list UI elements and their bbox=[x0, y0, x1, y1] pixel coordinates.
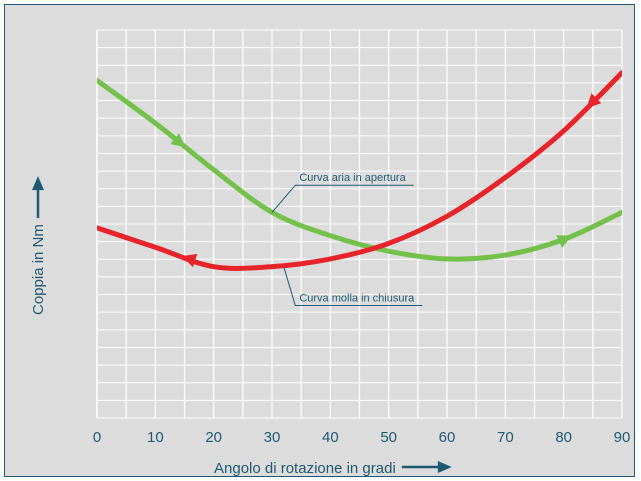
annotation-leader-1 bbox=[283, 266, 423, 306]
series-arrow-1-0 bbox=[181, 253, 198, 268]
x-tick-label: 30 bbox=[264, 429, 281, 446]
annotation-label-0: Curva aria in apertura bbox=[299, 172, 406, 184]
annotation-1: Curva molla in chiusura bbox=[283, 266, 423, 306]
annotation-leader-0 bbox=[271, 184, 414, 213]
x-tick-label: 60 bbox=[439, 429, 456, 446]
x-tick-labels: 0 10 20 30 40 50 60 70 80 90 bbox=[93, 429, 631, 446]
x-tick-label: 70 bbox=[497, 429, 514, 446]
series-layer bbox=[97, 70, 622, 271]
x-tick-label: 50 bbox=[380, 429, 397, 446]
x-axis-arrow-head bbox=[437, 461, 452, 473]
x-tick-label: 0 bbox=[93, 429, 101, 446]
series-arrow-0-1 bbox=[556, 235, 572, 248]
annotation-label-1: Curva molla in chiusura bbox=[299, 292, 415, 304]
x-axis-title: Angolo di rotazione in gradi bbox=[214, 460, 396, 477]
y-axis-title-group: Coppia in Nm bbox=[30, 176, 47, 315]
x-tick-label: 40 bbox=[322, 429, 339, 446]
y-axis-title: Coppia in Nm bbox=[30, 224, 47, 315]
plot-area: Curva aria in apertura Curva molla in chi… bbox=[30, 29, 631, 477]
x-tick-label: 20 bbox=[205, 429, 222, 446]
y-axis-arrow-head bbox=[32, 176, 44, 191]
x-tick-label: 10 bbox=[147, 429, 164, 446]
grid bbox=[96, 29, 623, 419]
x-tick-label: 90 bbox=[614, 429, 631, 446]
series-arrow-1-1 bbox=[586, 93, 602, 109]
x-tick-label: 80 bbox=[555, 429, 572, 446]
annotation-0: Curva aria in apertura bbox=[271, 172, 414, 213]
series-arrow-0-0 bbox=[170, 133, 186, 148]
